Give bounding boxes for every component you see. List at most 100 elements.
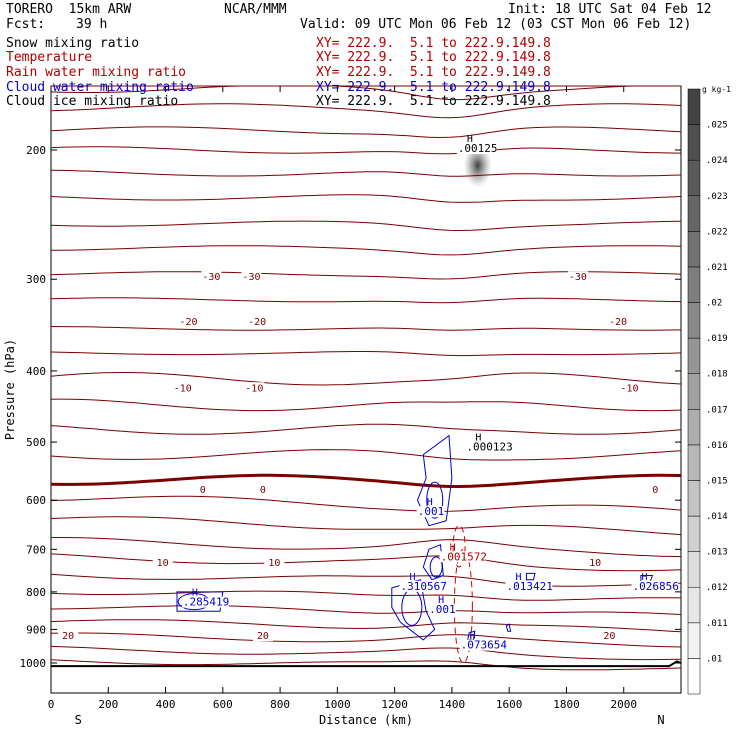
isotherm-label-bg: [244, 382, 265, 394]
colorbar-tick-label: .025: [706, 121, 728, 131]
isotherm-line: [50, 245, 682, 256]
extrema-label: .310567: [401, 580, 447, 593]
isotherm-line: [50, 169, 682, 177]
high-marker: H: [450, 542, 456, 553]
isotherm-label-bg: [619, 382, 640, 394]
y-tick-label: 600: [26, 494, 46, 507]
isotherm-zero: [50, 473, 682, 488]
isotherm-label: 0: [260, 485, 266, 496]
y-tick-label: 800: [26, 586, 46, 599]
x-tick-label: 2000: [610, 698, 637, 711]
cloud-water-contour: [176, 591, 224, 612]
x-tick-label: 400: [156, 698, 176, 711]
x-tick-label: 0: [48, 698, 55, 711]
extrema-label: .001: [429, 603, 456, 616]
colorbar-bin: [687, 551, 701, 588]
model-title: TORERO 15km ARW: [6, 2, 132, 17]
colorbar-tick-label: .012: [706, 583, 728, 593]
isotherm-line: [50, 85, 681, 101]
isotherm-label-bg: [645, 484, 666, 496]
isotherm-label-bg: [241, 271, 262, 283]
high-marker: H: [410, 572, 416, 583]
rain-water-contour: [453, 548, 473, 664]
isotherm-label-bg: [247, 315, 268, 327]
field-rain: Rain water mixing ratio: [6, 65, 187, 80]
extrema-label-bg: [465, 441, 513, 453]
isotherm-label-bg: [608, 315, 628, 327]
extrema-label-bg: [181, 596, 229, 608]
extrema-label: .285419: [183, 596, 229, 609]
colorbar-bin: [687, 444, 701, 481]
isotherm-line: [50, 194, 682, 203]
colorbar-bin: [687, 231, 701, 268]
isotherm-line: [50, 573, 682, 587]
isotherm-label: 10: [268, 558, 280, 569]
x-tick-label: 1200: [381, 698, 408, 711]
isotherm-line: [50, 605, 682, 615]
isotherm-label-bg: [172, 382, 193, 394]
isotherm-label: -10: [174, 383, 192, 394]
x-tick-label: 1000: [324, 698, 351, 711]
colorbar-tick-label: .021: [706, 263, 728, 273]
high-marker: H: [427, 497, 433, 508]
cloud-water-inner: [429, 556, 443, 578]
isotherm-label: -30: [569, 272, 587, 283]
isotherm-line: [50, 516, 682, 536]
isotherm-line: [50, 495, 682, 512]
colorbar-tick-label: .019: [706, 334, 728, 344]
field-cloud-ice-xy: XY= 222.9. 5.1 to 222.9.149.8: [316, 94, 551, 109]
isotherm-line: [50, 632, 682, 648]
colorbar-tick-label: .013: [706, 548, 728, 558]
field-cloud-ice: Cloud ice mixing ratio: [6, 94, 179, 109]
colorbar-units: g kg-1: [702, 85, 731, 94]
field-snow: Snow mixing ratio: [6, 36, 140, 51]
isotherm-label: 0: [652, 485, 658, 496]
valid-time: Valid: 09 UTC Mon 06 Feb 12 (03 CST Mon …: [300, 17, 692, 32]
isotherm-label: -10: [245, 383, 263, 394]
colorbar-bin: [687, 159, 701, 197]
isotherm-line: [50, 220, 682, 232]
isotherm-label: 0: [200, 485, 206, 496]
colorbar-tick-label: .01: [706, 654, 722, 664]
colorbar-tick-label: .015: [706, 476, 728, 486]
y-tick-label: 200: [26, 144, 46, 157]
isotherm-line: [50, 590, 682, 601]
x-tick-label: 1400: [439, 698, 466, 711]
cloud-ice-shading: [463, 143, 492, 188]
plot-frame: [50, 85, 682, 694]
cloud-water-contour: [422, 543, 444, 581]
field-temperature-xy: XY= 222.9. 5.1 to 222.9.149.8: [316, 50, 551, 65]
y-tick-label: 700: [26, 543, 46, 556]
cloud-water-inner: [426, 481, 444, 519]
isotherm-line: [50, 423, 682, 435]
colorbar-bin: [687, 480, 701, 517]
x-tick-label: 600: [213, 698, 233, 711]
colorbar-bin: [687, 337, 701, 374]
high-marker: H: [470, 631, 476, 642]
y-tick-label: 900: [26, 623, 46, 636]
extrema-label: .013421: [507, 580, 553, 593]
isotherm-label: 10: [589, 558, 601, 569]
y-tick-label: 300: [26, 273, 46, 286]
cloud-water-contour: [525, 572, 536, 581]
colorbar-bin: [687, 409, 701, 446]
isotherm-line: [51, 537, 682, 558]
y-axis-title: Pressure (hPa): [3, 339, 17, 440]
y-tick-label: 1000: [20, 657, 47, 670]
forecast-hours: 39 h: [76, 17, 108, 32]
extrema-label-bg: [631, 580, 679, 592]
high-marker: H: [475, 432, 481, 443]
x-tick-label: 800: [270, 698, 290, 711]
isotherm-label-bg: [252, 630, 273, 642]
y-tick-label: 400: [26, 365, 46, 378]
cloud-water-contour: [505, 623, 512, 632]
colorbar-tick-label: .023: [706, 192, 728, 202]
isotherm-label: 20: [603, 631, 615, 642]
extrema-label-bg: [428, 604, 456, 616]
colorbar-bin: [687, 124, 701, 161]
isotherm-line: [50, 659, 682, 671]
x-tick-label: 1800: [553, 698, 580, 711]
colorbar-bin: [687, 302, 701, 339]
colorbar-tick-label: .022: [706, 227, 728, 237]
